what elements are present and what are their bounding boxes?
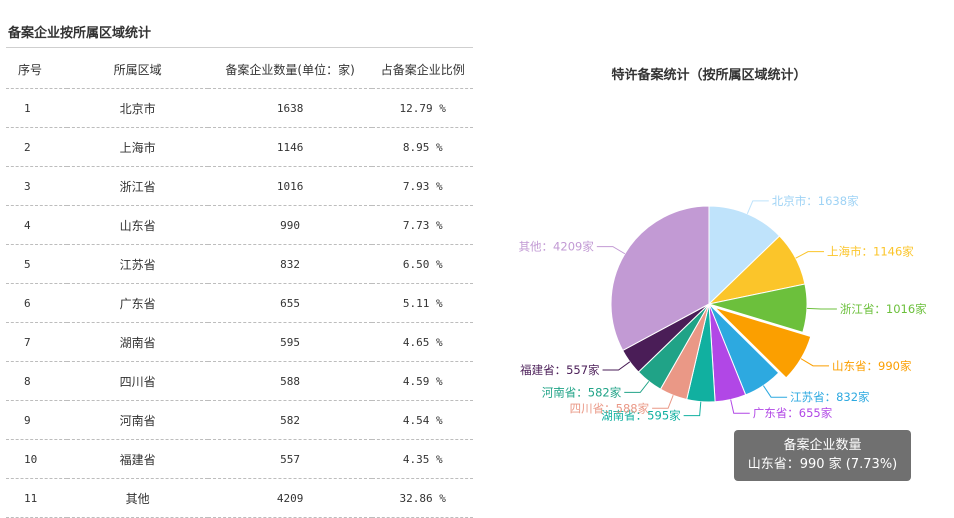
table-body: 1 北京市 1638 12.79 % 2 上海市 1146 8.95 % 3 浙江省 1016 7.9… — [6, 88, 473, 518]
label-leader-line — [762, 385, 788, 398]
pie-slice[interactable] — [714, 307, 812, 379]
cell-index: 3 — [6, 166, 68, 206]
cell-region: 其他 — [67, 478, 208, 518]
slice-label: 河南省：582家 — [542, 385, 622, 399]
cell-region: 河南省 — [67, 400, 208, 440]
cell-count: 832 — [207, 244, 373, 284]
tooltip-title: 备案企业数量 — [783, 438, 862, 453]
label-leader-line — [806, 307, 837, 310]
cell-count: 1638 — [207, 88, 373, 128]
cell-region: 北京市 — [67, 88, 208, 128]
pie-slice[interactable] — [708, 283, 808, 333]
cell-ratio: 12.79 % — [372, 88, 473, 128]
cell-region: 江苏省 — [67, 244, 208, 284]
label-leader-line — [730, 399, 750, 414]
pie-slice[interactable] — [708, 205, 781, 306]
table-row: 8 四川省 588 4.59 % — [6, 361, 473, 401]
pie-labels: 北京市：1638家上海市：1146家浙江省：1016家山东省：990家江苏省：8… — [519, 194, 928, 423]
chart-tooltip: 备案企业数量 山东省：990 家 (7.73%) — [734, 430, 911, 481]
tooltip-text: 山东省：990 家 (7.73%) — [747, 457, 898, 472]
cell-count: 595 — [207, 322, 373, 362]
cell-count: 557 — [207, 439, 373, 479]
pie-slice[interactable] — [610, 205, 710, 352]
cell-ratio: 7.73 % — [372, 205, 473, 245]
pie-slices — [610, 205, 812, 403]
label-leader-line — [624, 381, 650, 393]
cell-ratio: 6.50 % — [372, 244, 473, 284]
cell-index: 9 — [6, 400, 68, 440]
cell-index: 5 — [6, 244, 68, 284]
slice-label: 江苏省：832家 — [790, 390, 870, 404]
cell-ratio: 8.95 % — [372, 127, 473, 167]
cell-count: 582 — [207, 400, 373, 440]
table-row: 5 江苏省 832 6.50 % — [6, 244, 473, 284]
slice-label: 上海市：1146家 — [827, 245, 914, 259]
cell-region: 广东省 — [67, 283, 208, 323]
label-leader-line — [683, 401, 702, 417]
cell-count: 1016 — [207, 166, 373, 206]
region-stats-table: 序号 所属区域 备案企业数量(单位：家) 占备案企业比例 1 北京市 1638 12.… — [6, 50, 473, 518]
slice-label: 福建省：557家 — [520, 363, 600, 377]
cell-ratio: 32.86 % — [372, 478, 473, 518]
header-index: 序号 — [6, 50, 68, 89]
cell-ratio: 4.65 % — [372, 322, 473, 362]
cell-region: 浙江省 — [67, 166, 208, 206]
cell-ratio: 4.35 % — [372, 439, 473, 479]
label-leader-line — [800, 358, 830, 367]
region-pie-chart: 特许备案统计（按所属区域统计） 北京市：1638家上海市：1146家浙江省：10… — [519, 67, 928, 423]
cell-index: 10 — [6, 439, 68, 479]
table-row: 6 广东省 655 5.11 % — [6, 283, 473, 323]
cell-index: 6 — [6, 283, 68, 323]
label-leader-line — [746, 200, 769, 214]
cell-index: 11 — [6, 478, 68, 518]
cell-count: 4209 — [207, 478, 373, 518]
label-leader-line — [596, 246, 626, 255]
label-leader-line — [652, 395, 674, 409]
title-divider — [6, 47, 473, 48]
slice-label: 浙江省：1016家 — [840, 302, 927, 316]
table-row: 7 湖南省 595 4.65 % — [6, 322, 473, 362]
cell-index: 4 — [6, 205, 68, 245]
cell-index: 1 — [6, 88, 68, 128]
table-row: 2 上海市 1146 8.95 % — [6, 127, 473, 167]
cell-ratio: 4.54 % — [372, 400, 473, 440]
cell-count: 655 — [207, 283, 373, 323]
table-row: 9 河南省 582 4.54 % — [6, 400, 473, 440]
label-leader-line — [602, 361, 631, 371]
chart-title: 特许备案统计（按所属区域统计） — [611, 67, 806, 83]
cell-index: 8 — [6, 361, 68, 401]
slice-label: 其他：4209家 — [519, 240, 595, 254]
header-region: 所属区域 — [67, 50, 208, 89]
slice-label: 北京市：1638家 — [772, 194, 859, 208]
cell-region: 四川省 — [67, 361, 208, 401]
slice-label: 广东省：655家 — [753, 406, 833, 420]
cell-region: 上海市 — [67, 127, 208, 167]
cell-ratio: 5.11 % — [372, 283, 473, 323]
cell-region: 湖南省 — [67, 322, 208, 362]
cell-region: 福建省 — [67, 439, 208, 479]
table-header-row: 序号 所属区域 备案企业数量(单位：家) 占备案企业比例 — [6, 50, 473, 89]
cell-count: 588 — [207, 361, 373, 401]
table-row: 11 其他 4209 32.86 % — [6, 478, 473, 518]
table-row: 3 浙江省 1016 7.93 % — [6, 166, 473, 206]
cell-ratio: 4.59 % — [372, 361, 473, 401]
slice-label: 湖南省：595家 — [601, 409, 681, 423]
slice-label: 山东省：990家 — [832, 359, 912, 373]
header-ratio: 占备案企业比例 — [372, 50, 473, 89]
table-row: 10 福建省 557 4.35 % — [6, 439, 473, 479]
table-row: 4 山东省 990 7.73 % — [6, 205, 473, 245]
cell-count: 990 — [207, 205, 373, 245]
cell-ratio: 7.93 % — [372, 166, 473, 206]
slice-label: 四川省：588家 — [570, 401, 650, 415]
cell-region: 山东省 — [67, 205, 208, 245]
cell-index: 7 — [6, 322, 68, 362]
label-leader-line — [795, 251, 825, 259]
cell-index: 2 — [6, 127, 68, 167]
table-row: 1 北京市 1638 12.79 % — [6, 88, 473, 128]
header-count: 备案企业数量(单位：家) — [207, 50, 373, 89]
table-title: 备案企业按所属区域统计 — [8, 26, 152, 41]
cell-count: 1146 — [207, 127, 373, 167]
